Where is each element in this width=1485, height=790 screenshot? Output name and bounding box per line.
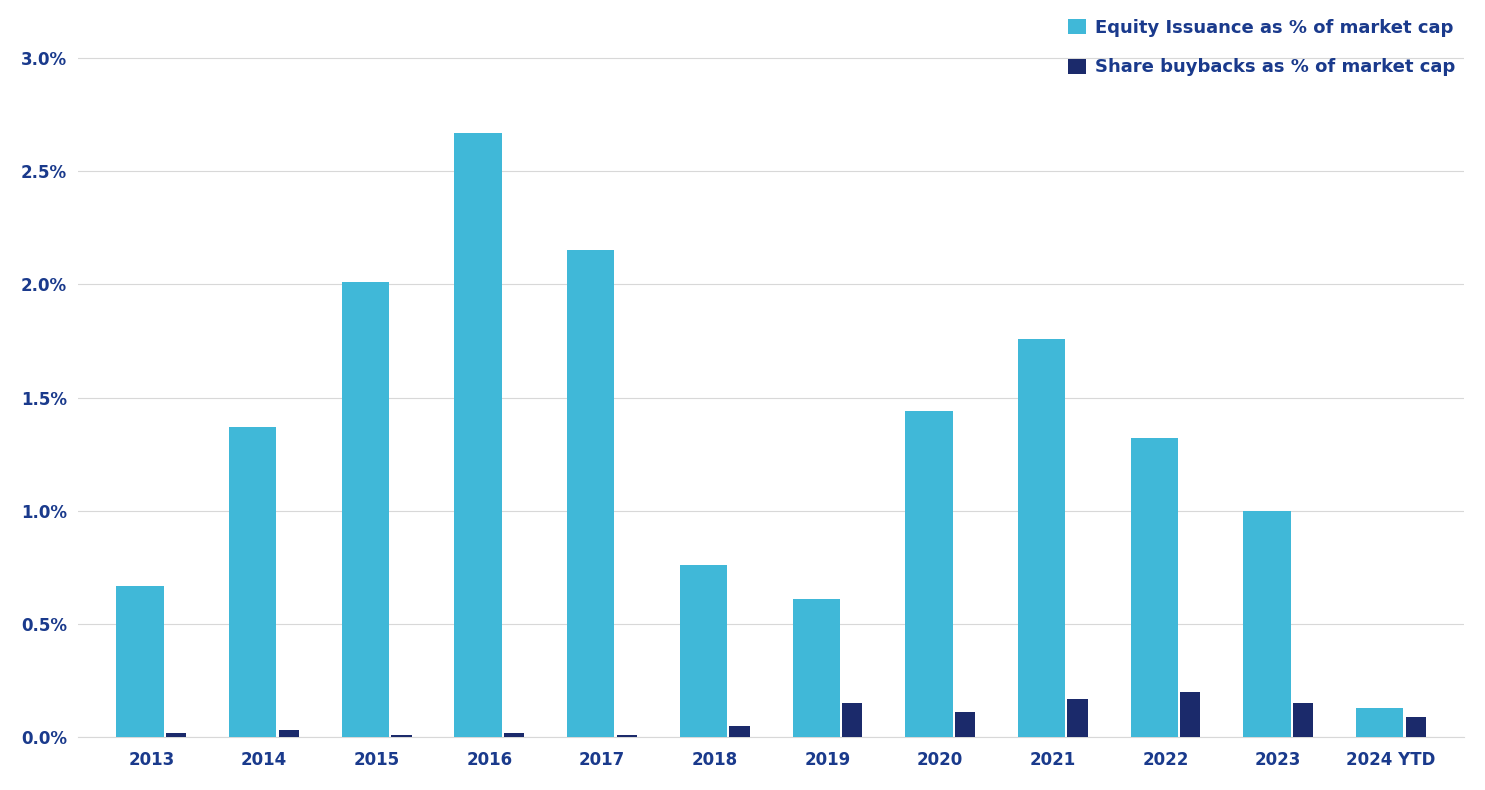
Bar xyxy=(955,713,976,737)
Bar xyxy=(793,599,841,737)
Bar xyxy=(1181,692,1200,737)
Bar xyxy=(116,585,163,737)
Bar xyxy=(166,733,186,737)
Bar xyxy=(616,735,637,737)
Bar xyxy=(454,133,502,737)
Bar xyxy=(906,411,952,737)
Bar xyxy=(1130,438,1178,737)
Legend: Equity Issuance as % of market cap, Share buybacks as % of market cap: Equity Issuance as % of market cap, Shar… xyxy=(1068,19,1455,77)
Bar xyxy=(1017,339,1065,737)
Bar xyxy=(1243,511,1290,737)
Bar xyxy=(229,427,276,737)
Bar xyxy=(567,250,615,737)
Bar xyxy=(342,282,389,737)
Bar xyxy=(1068,699,1089,737)
Bar xyxy=(1356,708,1403,737)
Bar xyxy=(392,735,411,737)
Bar xyxy=(279,731,298,737)
Bar xyxy=(503,733,524,737)
Bar xyxy=(842,703,863,737)
Bar xyxy=(729,726,750,737)
Bar xyxy=(1293,703,1313,737)
Bar xyxy=(680,565,728,737)
Bar xyxy=(1406,717,1426,737)
